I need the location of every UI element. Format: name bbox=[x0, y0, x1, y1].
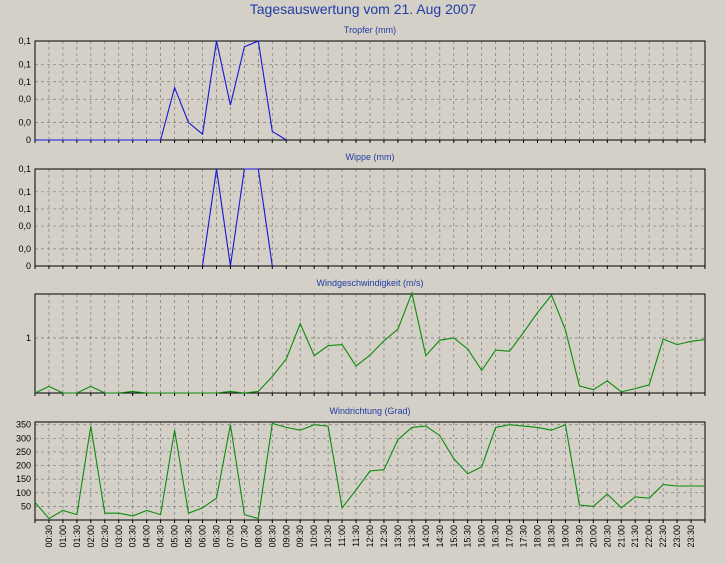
x-tick-label: 23:00 bbox=[672, 525, 682, 548]
y-tick-label: 0,0 bbox=[18, 221, 31, 231]
series-line bbox=[34, 422, 705, 520]
y-tick-label: 100 bbox=[16, 488, 31, 498]
x-tick-label: 18:30 bbox=[546, 525, 556, 548]
x-tick-label: 12:30 bbox=[379, 525, 389, 548]
x-tick-label: 20:00 bbox=[588, 525, 598, 548]
y-tick-label: 0,1 bbox=[18, 204, 31, 214]
y-tick-label: 1 bbox=[26, 333, 31, 343]
x-tick-label: 05:30 bbox=[184, 525, 194, 548]
y-tick-label: 0,1 bbox=[18, 77, 31, 87]
y-tick-label: 0 bbox=[26, 135, 31, 145]
panel-title: Windgeschwindigkeit (m/s) bbox=[316, 278, 423, 288]
x-tick-label: 03:00 bbox=[114, 525, 124, 548]
y-tick-label: 250 bbox=[16, 447, 31, 457]
x-tick-label: 00:30 bbox=[44, 525, 54, 548]
x-tick-label: 19:00 bbox=[560, 525, 570, 548]
series-line bbox=[34, 291, 706, 394]
x-tick-label: 09:30 bbox=[295, 525, 305, 548]
y-tick-label: 0,0 bbox=[18, 118, 31, 128]
x-tick-label: 08:00 bbox=[253, 525, 263, 548]
x-tick-label: 19:30 bbox=[574, 525, 584, 548]
y-tick-label: 200 bbox=[16, 461, 31, 471]
x-tick-label: 14:00 bbox=[421, 525, 431, 548]
y-tick-label: 0,0 bbox=[18, 94, 31, 104]
x-tick-label: 20:30 bbox=[602, 525, 612, 548]
x-tick-label: 10:30 bbox=[323, 525, 333, 548]
x-tick-label: 03:30 bbox=[128, 525, 138, 548]
x-tick-label: 06:30 bbox=[211, 525, 221, 548]
x-tick-label: 04:30 bbox=[156, 525, 166, 548]
x-tick-label: 23:30 bbox=[686, 525, 696, 548]
x-tick-label: 15:00 bbox=[449, 525, 459, 548]
page-title: Tagesauswertung vom 21. Aug 2007 bbox=[249, 1, 477, 17]
x-tick-label: 11:00 bbox=[337, 525, 347, 547]
x-tick-label: 01:00 bbox=[58, 525, 68, 548]
x-tick-label: 17:30 bbox=[519, 525, 529, 548]
series-line bbox=[35, 40, 287, 141]
x-tick-label: 08:30 bbox=[267, 525, 277, 548]
panel-title: Windrichtung (Grad) bbox=[329, 406, 410, 416]
x-tick-label: 21:00 bbox=[616, 525, 626, 548]
x-tick-label: 10:00 bbox=[309, 525, 319, 548]
y-tick-label: 0,1 bbox=[18, 187, 31, 197]
x-tick-label: 01:30 bbox=[72, 525, 82, 548]
x-tick-label: 17:00 bbox=[505, 525, 515, 548]
y-tick-label: 50 bbox=[21, 501, 31, 511]
series-line bbox=[201, 168, 273, 267]
y-tick-label: 0,1 bbox=[18, 164, 31, 174]
panel-title: Wippe (mm) bbox=[346, 152, 395, 162]
x-tick-label: 22:30 bbox=[658, 525, 668, 548]
y-tick-label: 350 bbox=[16, 420, 31, 430]
x-tick-label: 16:30 bbox=[491, 525, 501, 548]
y-tick-label: 150 bbox=[16, 474, 31, 484]
x-tick-label: 07:00 bbox=[225, 525, 235, 548]
x-tick-label: 18:00 bbox=[533, 525, 543, 548]
y-tick-label: 0,1 bbox=[18, 59, 31, 69]
x-tick-label: 06:00 bbox=[198, 525, 208, 548]
x-tick-label: 07:30 bbox=[239, 525, 249, 548]
x-tick-label: 22:00 bbox=[644, 525, 654, 548]
panel-title: Tropfer (mm) bbox=[344, 25, 396, 35]
y-tick-label: 0,1 bbox=[18, 36, 31, 46]
x-tick-label: 11:30 bbox=[351, 525, 361, 547]
x-tick-label: 14:30 bbox=[435, 525, 445, 548]
x-tick-label: 05:00 bbox=[170, 525, 180, 548]
x-tick-label: 02:00 bbox=[86, 525, 96, 548]
x-tick-label: 15:30 bbox=[463, 525, 473, 548]
x-tick-label: 13:30 bbox=[407, 525, 417, 548]
y-tick-label: 300 bbox=[16, 433, 31, 443]
x-tick-label: 21:30 bbox=[630, 525, 640, 548]
x-tick-label: 04:00 bbox=[142, 525, 152, 548]
x-tick-label: 09:00 bbox=[281, 525, 291, 548]
x-tick-label: 16:00 bbox=[477, 525, 487, 548]
x-tick-label: 02:30 bbox=[100, 525, 110, 548]
x-tick-label: 12:00 bbox=[365, 525, 375, 548]
y-tick-label: 0,0 bbox=[18, 244, 31, 254]
x-tick-label: 13:00 bbox=[393, 525, 403, 548]
y-tick-label: 0 bbox=[26, 261, 31, 271]
